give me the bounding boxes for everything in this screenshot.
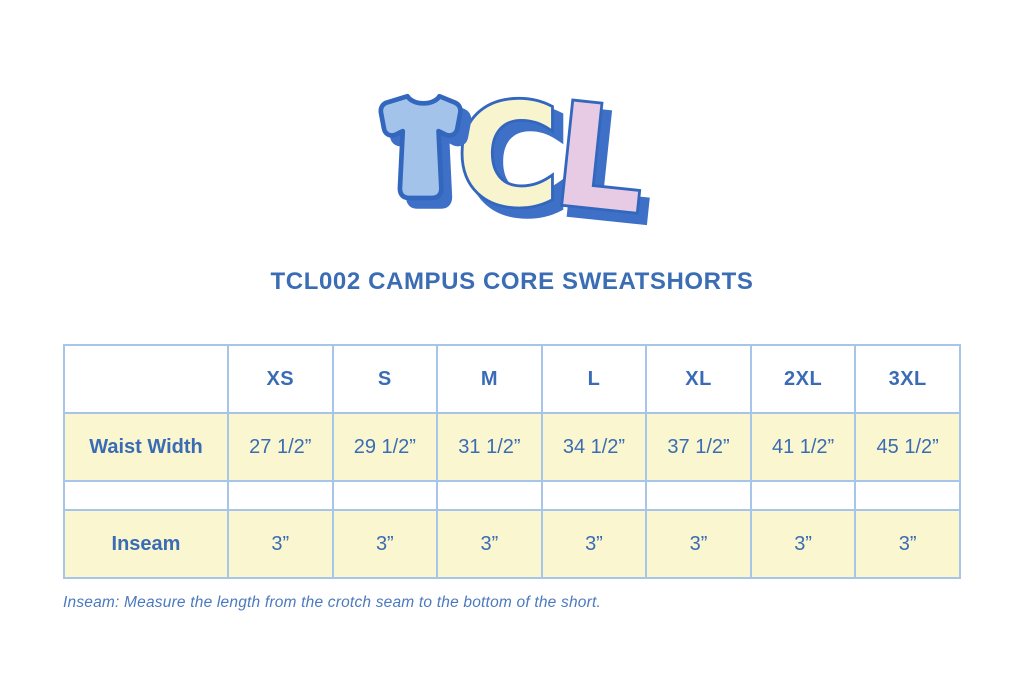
spacer-cell	[749, 480, 857, 511]
letter-l-shadow: L	[554, 83, 661, 230]
logo-container: C C L L	[0, 0, 1024, 230]
col-header-xl: XL	[645, 344, 752, 414]
waist-width-xs: 27 1/2”	[227, 412, 334, 482]
page-title: TCL002 CAMPUS CORE SWEATSHORTS	[270, 268, 754, 295]
col-header-l: L	[540, 344, 648, 414]
waist-width-xl: 37 1/2”	[645, 412, 752, 482]
letter-c: C	[456, 75, 560, 230]
inseam-m: 3”	[436, 509, 543, 579]
col-header-3xl: 3XL	[854, 344, 961, 414]
waist-width-2xl: 41 1/2”	[749, 412, 857, 482]
col-header-2xl: 2XL	[749, 344, 857, 414]
inseam-row: Inseam 3” 3” 3” 3” 3” 3” 3”	[63, 509, 961, 579]
spacer-cell	[436, 480, 543, 511]
waist-width-l: 34 1/2”	[540, 412, 648, 482]
spacer-cell	[540, 480, 648, 511]
col-header-xs: XS	[227, 344, 334, 414]
spacer-cell	[331, 480, 439, 511]
col-header-m: M	[436, 344, 543, 414]
row-label-waist-width: Waist Width	[63, 412, 229, 482]
letter-l-group: L L	[544, 71, 662, 230]
letter-c-shadow: C	[465, 83, 569, 230]
waist-width-row: Waist Width 27 1/2” 29 1/2” 31 1/2” 34 1…	[63, 412, 961, 482]
inseam-xl: 3”	[645, 509, 752, 579]
waist-width-3xl: 45 1/2”	[854, 412, 961, 482]
inseam-xs: 3”	[227, 509, 334, 579]
inseam-3xl: 3”	[854, 509, 961, 579]
corner-cell	[63, 344, 229, 414]
inseam-footnote: Inseam: Measure the length from the crot…	[63, 594, 601, 611]
size-chart-table: XS S M L XL 2XL 3XL Waist Width 27 1/2” …	[63, 344, 961, 579]
tcl-brand-logo: C C L L	[362, 71, 662, 230]
spacer-row	[63, 480, 961, 511]
letter-l: L	[547, 73, 654, 230]
spacer-cell	[854, 480, 961, 511]
waist-width-m: 31 1/2”	[436, 412, 543, 482]
inseam-s: 3”	[331, 509, 439, 579]
spacer-cell	[63, 480, 229, 511]
spacer-cell	[645, 480, 752, 511]
size-chart-container: XS S M L XL 2XL 3XL Waist Width 27 1/2” …	[63, 344, 961, 579]
row-label-inseam: Inseam	[63, 509, 229, 579]
inseam-2xl: 3”	[749, 509, 857, 579]
col-header-s: S	[331, 344, 439, 414]
inseam-l: 3”	[540, 509, 648, 579]
size-header-row: XS S M L XL 2XL 3XL	[63, 344, 961, 414]
spacer-cell	[227, 480, 334, 511]
waist-width-s: 29 1/2”	[331, 412, 439, 482]
